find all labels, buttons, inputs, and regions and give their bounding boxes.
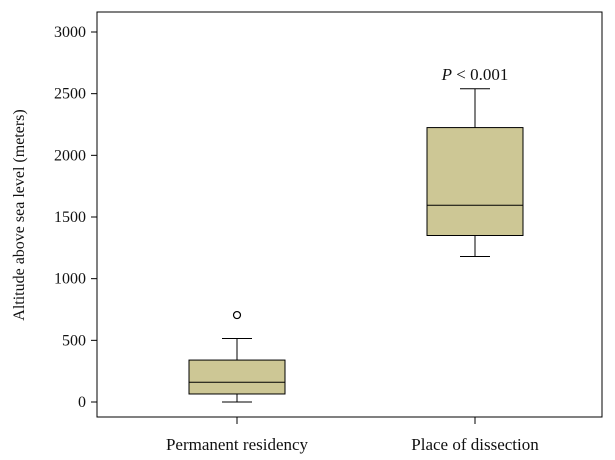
y-tick-label: 500 <box>62 332 86 349</box>
y-tick-label: 2000 <box>54 147 86 164</box>
iqr-box <box>426 127 524 236</box>
box-2 <box>426 88 524 257</box>
x-category-label: Permanent residency <box>166 435 309 454</box>
box-1 <box>188 310 286 403</box>
p-value-annotation: P < 0.001 <box>441 65 509 84</box>
outlier-point <box>232 310 242 320</box>
y-tick-label: 1000 <box>54 271 86 288</box>
y-axis: 0 500 1000 1500 2000 2500 3000 <box>54 24 97 411</box>
p-value-text: < 0.001 <box>452 65 508 84</box>
y-axis-title: Altitude above sea level (meters) <box>11 109 28 320</box>
boxes <box>188 88 524 403</box>
y-tick-label: 1500 <box>54 209 86 226</box>
y-tick-label: 2500 <box>54 86 86 103</box>
p-value-symbol: P <box>441 65 452 84</box>
y-tick-label: 0 <box>78 394 86 411</box>
y-tick-label: 3000 <box>54 24 86 41</box>
x-category-label: Place of dissection <box>411 435 539 454</box>
plot-frame <box>96 11 603 418</box>
x-axis: Permanent residency Place of dissection <box>166 417 539 454</box>
iqr-box <box>188 359 286 395</box>
